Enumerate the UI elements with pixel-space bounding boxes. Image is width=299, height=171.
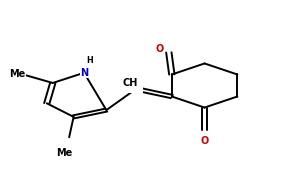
Text: O: O [156,44,164,54]
Text: Me: Me [10,69,26,80]
Text: H: H [87,56,93,65]
Text: CH: CH [123,78,138,88]
Text: N: N [80,68,88,78]
Text: O: O [200,136,209,146]
Text: Me: Me [57,148,73,158]
